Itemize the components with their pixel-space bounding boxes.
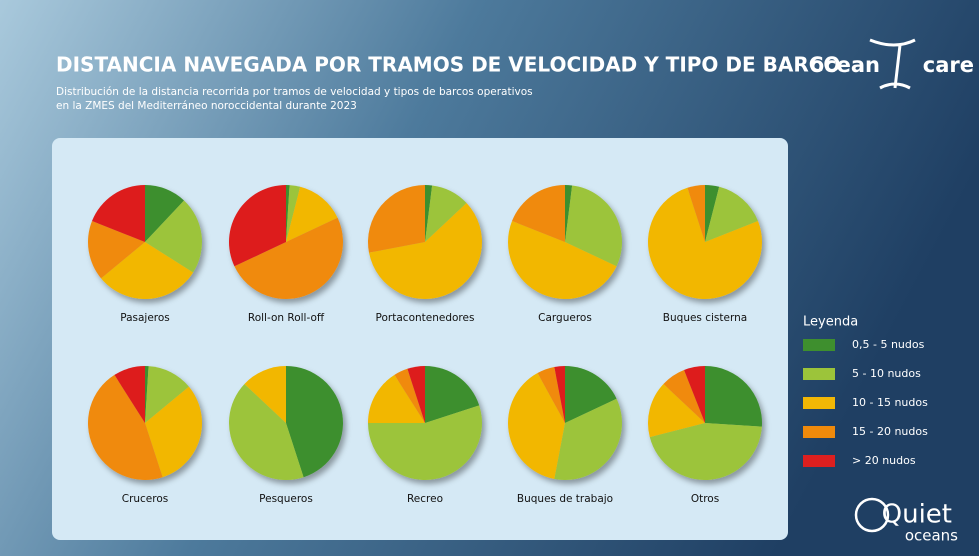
legend-swatch [803, 426, 835, 438]
pie-slice [705, 185, 720, 242]
pie-label: Cargueros [538, 312, 592, 324]
pie-slice [244, 366, 286, 423]
pie-slice [508, 221, 617, 299]
pie [648, 185, 762, 299]
pie-label: Buques de trabajo [517, 493, 613, 505]
pie-slice [407, 366, 425, 423]
pie-slice [648, 383, 705, 438]
pie-label: Otros [691, 493, 719, 505]
pie-slice [684, 366, 705, 423]
logo-icon [854, 497, 890, 533]
pie [508, 185, 622, 299]
pie-slice [88, 221, 145, 279]
legend-label: > 20 nudos [852, 454, 916, 467]
pie-label: Recreo [407, 493, 443, 505]
pie [648, 366, 762, 480]
logo-text: care [923, 53, 974, 77]
pie-slice [425, 366, 480, 423]
pie-slice [145, 366, 149, 423]
pie-slice [286, 186, 338, 242]
pie-slice [425, 185, 467, 242]
pie-slice [368, 374, 425, 423]
pie-slice [286, 366, 344, 478]
legend-swatch [803, 455, 835, 467]
pie-slice [145, 185, 185, 242]
legend-label: 10 - 15 nudos [852, 396, 928, 409]
pie [508, 366, 622, 481]
pie-slice [234, 217, 343, 299]
pie-slice [554, 366, 565, 423]
logo-text: ocean [810, 53, 880, 77]
pie-slice [649, 423, 762, 480]
subtitle: en la ZMES del Mediterráneo noroccidenta… [56, 100, 357, 112]
pie-slice [648, 187, 762, 299]
pie-slice [228, 383, 304, 480]
pie-label: Pasajeros [120, 312, 170, 324]
pie-label: Buques cisterna [663, 312, 747, 324]
pie-slice [369, 202, 482, 300]
pie-slice [101, 242, 194, 299]
pie-slice [663, 370, 705, 423]
pie-slice [565, 366, 617, 423]
legend-label: 15 - 20 nudos [852, 425, 928, 438]
pie-slice [92, 185, 145, 242]
pie-slice [705, 186, 758, 242]
legend-swatch [803, 339, 835, 351]
legend-title: Leyenda [803, 315, 858, 330]
pie-slice [565, 185, 622, 267]
pie-slice [537, 367, 565, 423]
pie-slice [508, 373, 565, 479]
logo-text: Quiet [882, 500, 952, 530]
pie-slice [512, 185, 565, 242]
pie-slice [368, 185, 425, 253]
pie [228, 366, 344, 480]
pie-slice [88, 374, 163, 481]
title: DISTANCIA NAVEGADA POR TRAMOS DE VELOCID… [56, 53, 840, 77]
legend-label: 5 - 10 nudos [852, 367, 921, 380]
pie-slice [145, 200, 202, 273]
pie-slice [554, 398, 622, 481]
legend-swatch [803, 368, 835, 380]
pie [229, 185, 343, 299]
pie-label: Cruceros [122, 493, 169, 505]
pie-slice [565, 185, 573, 242]
pie-slice [705, 366, 762, 427]
pie-label: Pesqueros [259, 493, 313, 505]
pie-slice [145, 366, 189, 423]
legend-label: 0,5 - 5 nudos [852, 338, 925, 351]
pie-slice [286, 185, 301, 242]
pie-slice [114, 366, 145, 423]
pie-label: Roll-on Roll-off [248, 312, 325, 324]
subtitle: Distribución de la distancia recorrida p… [56, 86, 533, 98]
pie-slice [229, 185, 286, 267]
legend-swatch [803, 397, 835, 409]
pie [368, 185, 482, 300]
logo-icon [869, 38, 916, 90]
pie-slice [394, 368, 425, 423]
logo-text: oceans [905, 527, 958, 545]
pie-slice [368, 405, 482, 481]
pie [368, 366, 482, 481]
pie-slice [425, 185, 433, 242]
pie-slice [145, 386, 202, 478]
pie-label: Portacontenedores [376, 312, 475, 324]
pie-slice [687, 185, 705, 242]
pie [88, 366, 202, 481]
pie [88, 185, 202, 299]
pie-slice [286, 185, 290, 242]
